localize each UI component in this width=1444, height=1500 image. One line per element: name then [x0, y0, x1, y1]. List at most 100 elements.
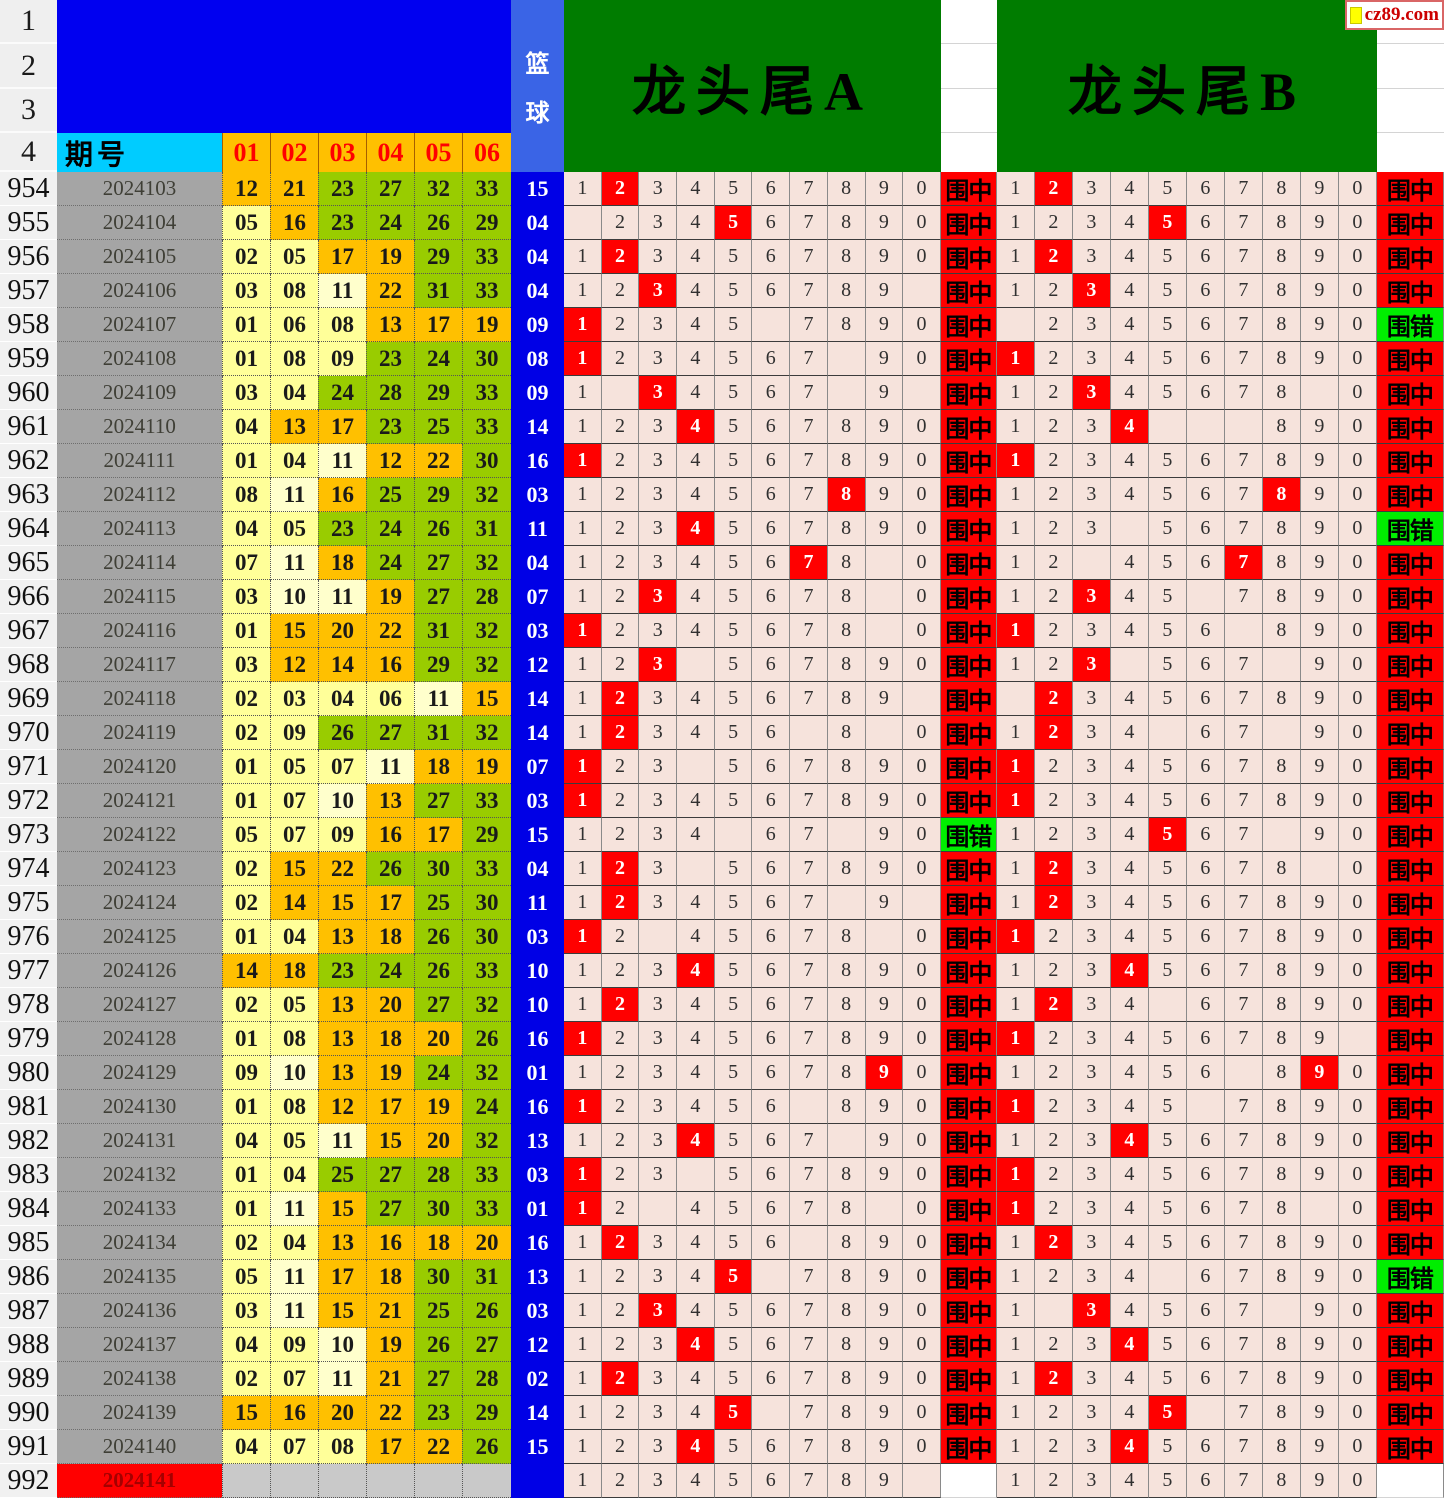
digit-cell: 4 — [677, 920, 715, 954]
digit-cell: 8 — [1262, 1260, 1301, 1294]
red-ball: 15 — [318, 1294, 366, 1328]
ball-col-header-05: 05 — [414, 133, 462, 172]
blue-ball-column-header: 篮 球 — [511, 0, 564, 172]
red-ball: 04 — [222, 512, 270, 546]
digit-cell: 3 — [639, 1464, 678, 1498]
digit-cell: 2 — [1034, 750, 1073, 784]
digit-cell: 5 — [1148, 172, 1187, 206]
digit-cell: 2 — [1034, 546, 1073, 580]
digit-cell: 9 — [1300, 920, 1339, 954]
table-row: 967 2024116 01 15 20 22 31 32 03 1 2 3 4 5 6 7 8 0 围中 1 2 3 4 5… — [0, 614, 1444, 648]
site-logo[interactable]: cz89.com — [1345, 0, 1444, 30]
table-row: 977 2024126 14 18 23 24 26 33 10 1 2 3 4 5 6 7 8 9 0 围中 1 2 3 4… — [0, 954, 1444, 988]
result-badge: 围中 — [940, 1158, 997, 1192]
red-ball: 23 — [318, 512, 366, 546]
digit-cell: 4 — [677, 954, 715, 988]
digit-cell: 0 — [903, 1430, 941, 1464]
digit-cell: 3 — [639, 648, 678, 682]
row-number: 955 — [0, 206, 57, 240]
red-ball: 33 — [462, 1158, 511, 1192]
red-ball: 27 — [366, 1158, 414, 1192]
red-ball: 11 — [318, 274, 366, 308]
digit-cell: 0 — [903, 1022, 941, 1056]
digit-cell: 7 — [790, 818, 828, 852]
digit-cell: 7 — [1224, 1124, 1263, 1158]
red-ball: 11 — [366, 750, 414, 784]
digit-cell: 3 — [1072, 342, 1111, 376]
digit-cell: 9 — [1300, 954, 1339, 988]
table-row: 961 2024110 04 13 17 23 25 33 14 1 2 3 4 5 6 7 8 9 0 围中 1 2 3 4… — [0, 410, 1444, 444]
red-ball: 01 — [222, 920, 270, 954]
red-ball: 31 — [414, 716, 462, 750]
digit-cell: 2 — [1034, 512, 1073, 546]
digit-cell — [1300, 1192, 1339, 1226]
digit-cell: 3 — [1072, 1226, 1111, 1260]
digit-cell: 9 — [1300, 308, 1339, 342]
digit-cell: 3 — [1072, 954, 1111, 988]
red-ball: 05 — [270, 240, 318, 274]
digit-cell: 1 — [996, 342, 1035, 376]
red-ball: 31 — [462, 512, 511, 546]
digit-cell — [865, 546, 904, 580]
digit-cell: 5 — [714, 1430, 753, 1464]
digit-cell: 2 — [1034, 1226, 1073, 1260]
digit-cell: 5 — [1148, 614, 1187, 648]
digit-cell — [1186, 410, 1225, 444]
digit-cell: 0 — [1338, 954, 1377, 988]
digit-cell: 2 — [601, 716, 640, 750]
digit-cell: 8 — [827, 682, 866, 716]
row-number: 967 — [0, 614, 57, 648]
result-badge: 围中 — [1376, 852, 1444, 886]
digit-cell — [1262, 648, 1301, 682]
row-number: 981 — [0, 1090, 57, 1124]
digit-cell: 8 — [1262, 512, 1301, 546]
red-ball: 24 — [318, 376, 366, 410]
blue-ball: 04 — [511, 240, 564, 274]
digit-cell: 1 — [996, 1328, 1035, 1362]
digit-cell: 7 — [1224, 750, 1263, 784]
red-ball: 22 — [366, 614, 414, 648]
digit-cell: 2 — [1034, 1124, 1073, 1158]
digit-cell: 2 — [1034, 1158, 1073, 1192]
digit-cell: 4 — [677, 1226, 715, 1260]
digit-cell: 1 — [564, 1294, 602, 1328]
digit-cell: 0 — [903, 920, 941, 954]
row-label-4: 4 — [0, 133, 57, 172]
digit-cell: 3 — [639, 1226, 678, 1260]
red-ball: 33 — [462, 240, 511, 274]
digit-cell: 4 — [677, 240, 715, 274]
red-ball: 15 — [222, 1396, 270, 1430]
digit-cell — [1148, 988, 1187, 1022]
red-ball: 17 — [414, 818, 462, 852]
digit-cell — [996, 308, 1035, 342]
digit-cell: 0 — [903, 1158, 941, 1192]
red-ball: 23 — [318, 206, 366, 240]
digit-cell: 3 — [1072, 920, 1111, 954]
result-badge: 围中 — [1376, 1022, 1444, 1056]
digit-cell: 1 — [996, 1124, 1035, 1158]
digit-cell: 8 — [1262, 240, 1301, 274]
red-ball: 09 — [318, 342, 366, 376]
blue-ball: 16 — [511, 1226, 564, 1260]
digit-cell — [903, 376, 941, 410]
digit-cell: 1 — [996, 444, 1035, 478]
blue-ball: 03 — [511, 1294, 564, 1328]
digit-cell: 2 — [1034, 274, 1073, 308]
digit-cell: 9 — [865, 342, 904, 376]
digit-cell: 6 — [1186, 1226, 1225, 1260]
blue-ball: 12 — [511, 1328, 564, 1362]
result-badge: 围中 — [1376, 1158, 1444, 1192]
result-badge: 围中 — [1376, 1362, 1444, 1396]
red-ball: 20 — [366, 988, 414, 1022]
digit-cell: 5 — [714, 1056, 753, 1090]
red-ball: 04 — [270, 1158, 318, 1192]
row-number: 961 — [0, 410, 57, 444]
red-ball: 23 — [318, 954, 366, 988]
digit-cell: 0 — [903, 1328, 941, 1362]
blue-ball: 04 — [511, 274, 564, 308]
red-ball: 18 — [366, 1260, 414, 1294]
red-ball: 15 — [318, 1192, 366, 1226]
period-cell: 2024138 — [57, 1362, 222, 1396]
red-ball: 17 — [318, 1260, 366, 1294]
digit-cell: 5 — [1148, 580, 1187, 614]
